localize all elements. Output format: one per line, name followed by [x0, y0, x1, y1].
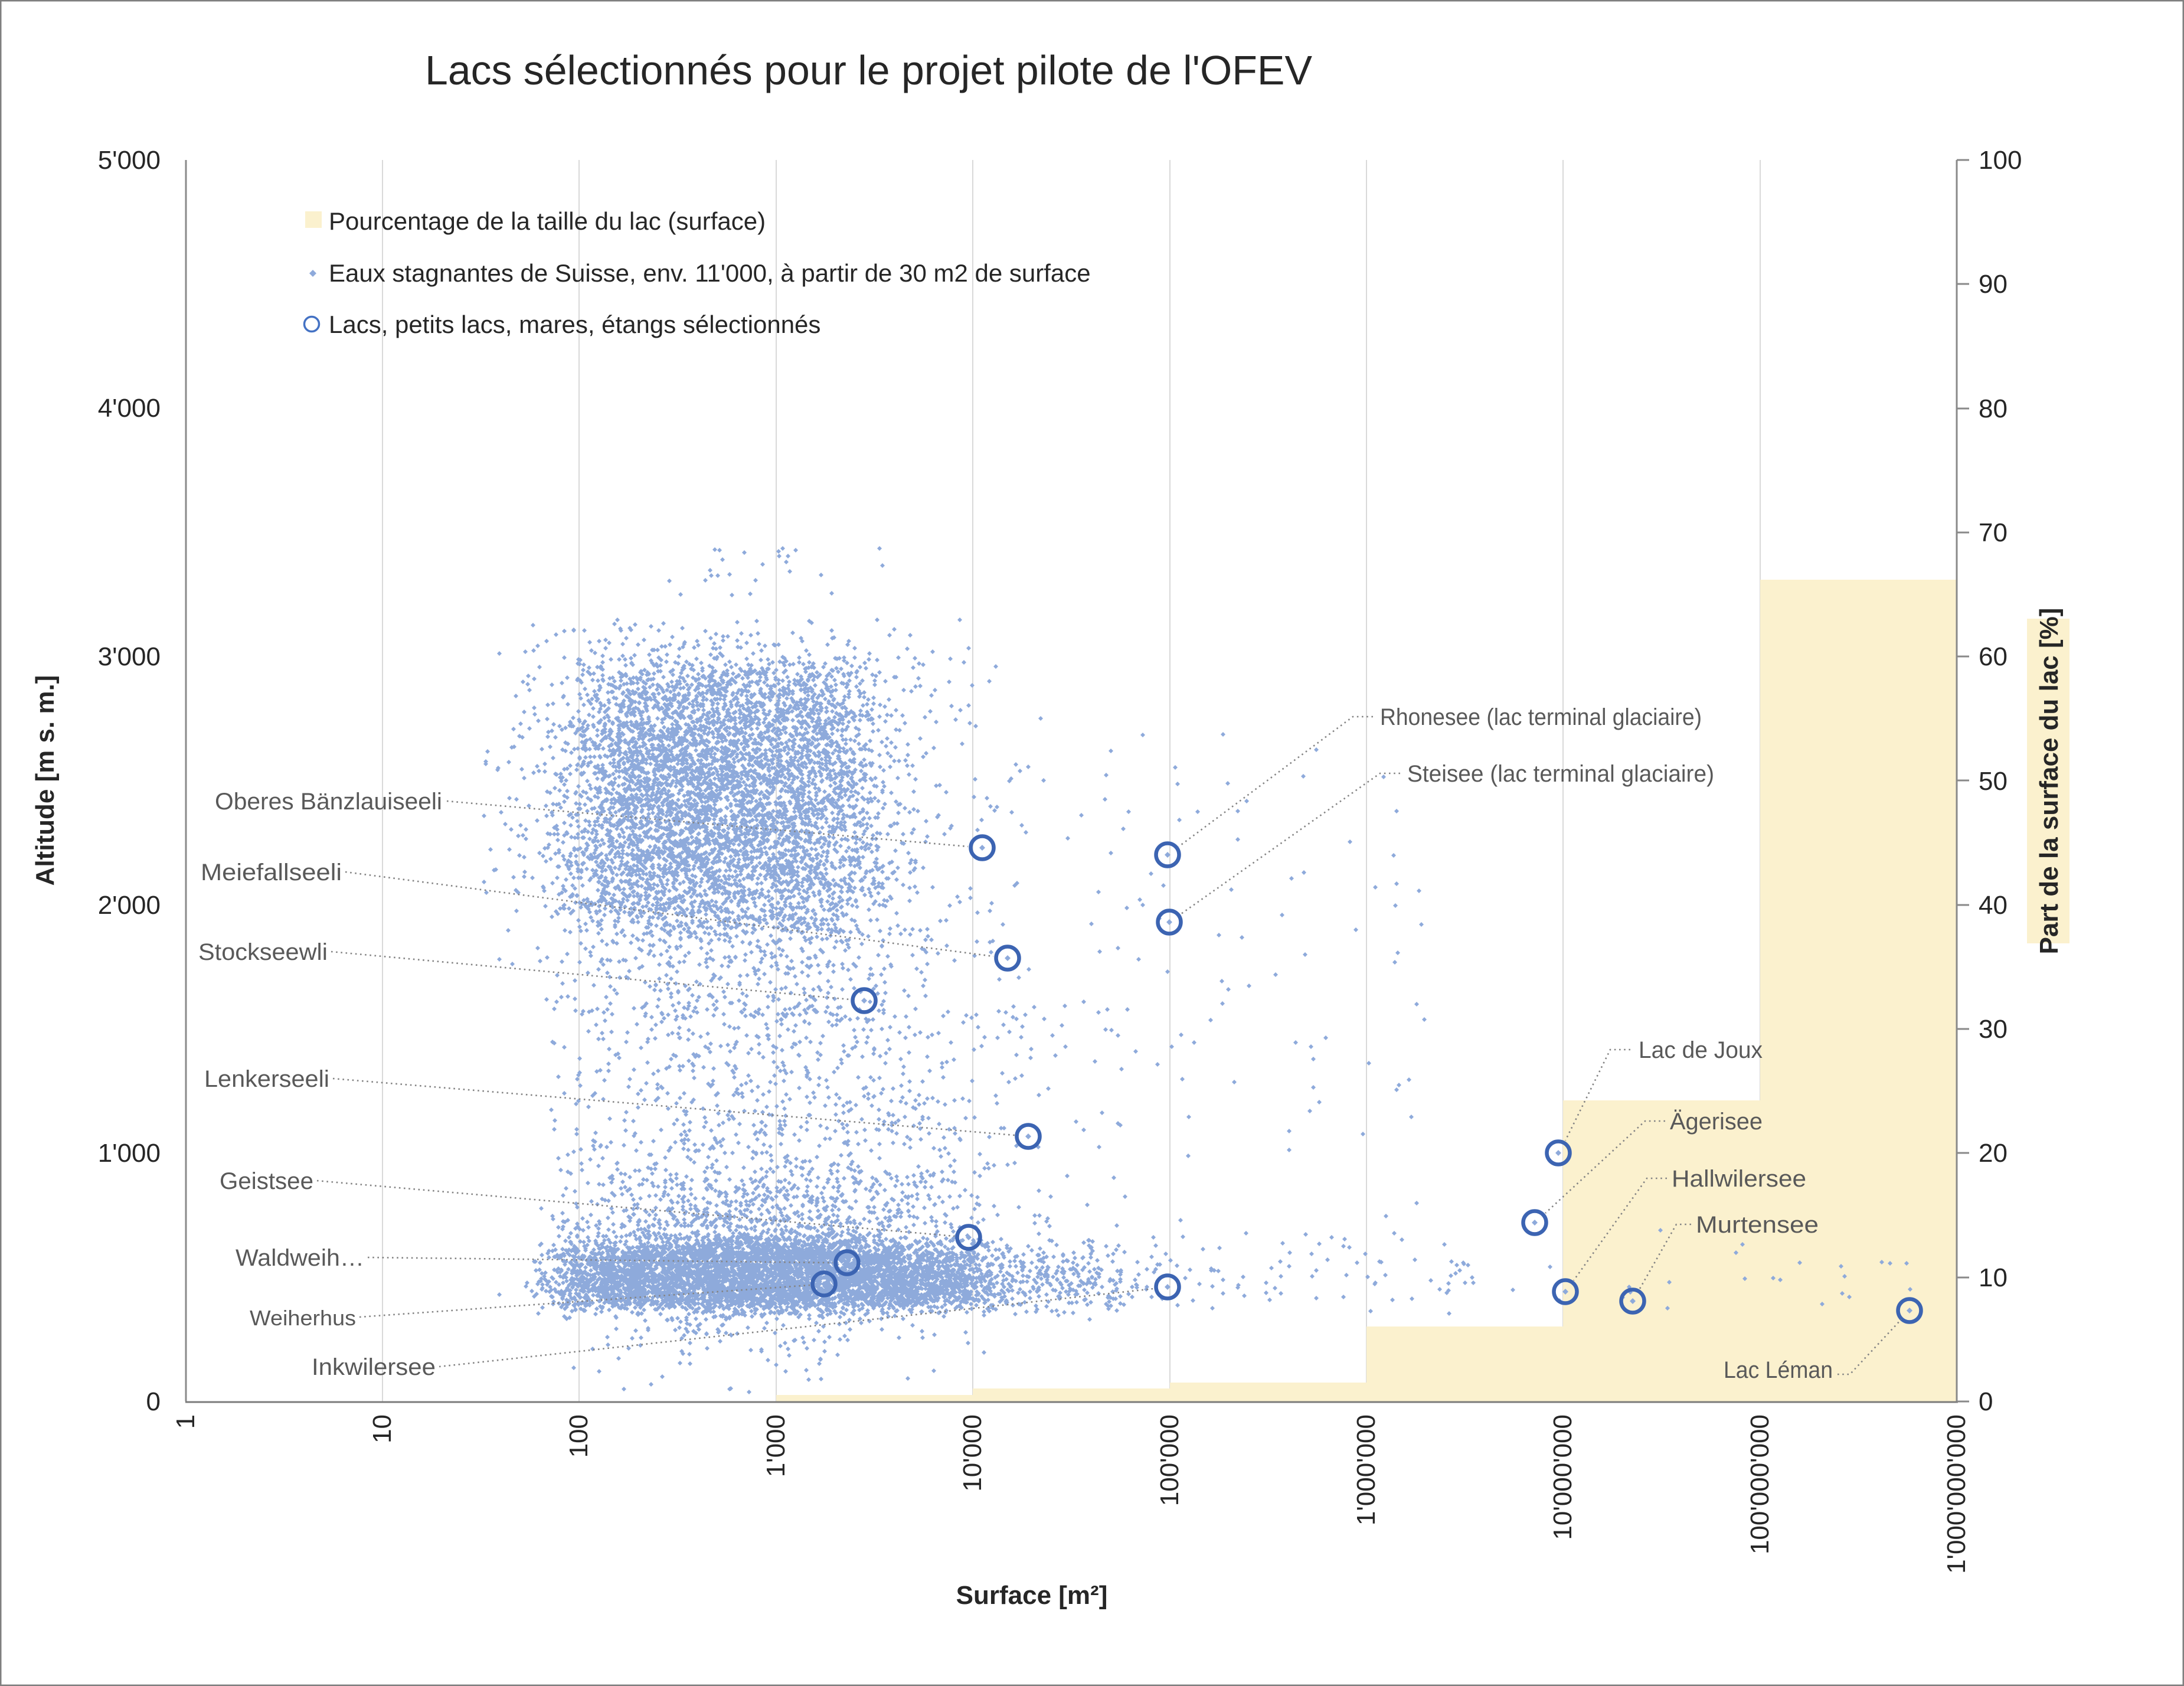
svg-text:1'000: 1'000 [98, 1139, 161, 1168]
svg-text:Ägerisee: Ägerisee [1670, 1109, 1763, 1135]
svg-text:Inkwilersee: Inkwilersee [312, 1354, 436, 1380]
svg-text:10'000'000: 10'000'000 [1548, 1414, 1577, 1540]
svg-text:0: 0 [1979, 1387, 1993, 1416]
svg-text:1'000'000: 1'000'000 [1352, 1414, 1381, 1525]
svg-text:100: 100 [564, 1414, 593, 1458]
svg-text:Lacs sélectionnés pour le proj: Lacs sélectionnés pour le projet pilote … [425, 47, 1312, 93]
svg-text:Altitude [m s. m.]: Altitude [m s. m.] [31, 675, 60, 886]
svg-text:10: 10 [368, 1414, 397, 1443]
svg-text:Surface [m²]: Surface [m²] [956, 1581, 1108, 1610]
svg-text:Stockseewli: Stockseewli [198, 939, 328, 965]
svg-text:10: 10 [1979, 1263, 2008, 1292]
svg-text:3'000: 3'000 [98, 642, 161, 671]
svg-text:Weiherhus: Weiherhus [250, 1306, 356, 1330]
svg-text:Geistsee: Geistsee [220, 1168, 313, 1194]
svg-text:1'000'000'000: 1'000'000'000 [1942, 1414, 1971, 1574]
svg-text:30: 30 [1979, 1015, 2008, 1044]
svg-text:70: 70 [1979, 518, 2008, 547]
svg-text:10'000: 10'000 [958, 1414, 987, 1492]
svg-text:90: 90 [1979, 270, 2008, 299]
svg-text:40: 40 [1979, 891, 2008, 920]
svg-text:Eaux stagnantes de Suisse, env: Eaux stagnantes de Suisse, env. 11'000, … [329, 259, 1091, 287]
svg-text:50: 50 [1979, 767, 2008, 796]
svg-text:0: 0 [146, 1387, 161, 1416]
svg-text:Lac de Joux: Lac de Joux [1639, 1037, 1763, 1063]
svg-text:Part de la surface du lac [%]: Part de la surface du lac [%] [2035, 608, 2064, 955]
svg-text:Lenkerseeli: Lenkerseeli [204, 1066, 329, 1092]
svg-text:Lacs, petits lacs, mares, étan: Lacs, petits lacs, mares, étangs sélecti… [329, 311, 820, 338]
svg-text:4'000: 4'000 [98, 394, 161, 423]
svg-text:1'000: 1'000 [761, 1414, 790, 1477]
svg-text:Pourcentage de la taille du la: Pourcentage de la taille du lac (surface… [329, 207, 766, 235]
svg-text:5'000: 5'000 [98, 146, 161, 175]
svg-text:100: 100 [1979, 146, 2022, 175]
svg-text:2'000: 2'000 [98, 891, 161, 920]
svg-text:20: 20 [1979, 1139, 2008, 1168]
svg-text:Waldweih…: Waldweih… [236, 1245, 364, 1271]
svg-text:Meiefallseeli: Meiefallseeli [201, 860, 342, 886]
svg-text:100'000'000: 100'000'000 [1745, 1414, 1774, 1554]
svg-text:60: 60 [1979, 642, 2008, 671]
svg-text:Hallwilersee: Hallwilersee [1672, 1166, 1806, 1192]
svg-text:100'000: 100'000 [1155, 1414, 1184, 1506]
svg-text:Lac Léman: Lac Léman [1724, 1357, 1833, 1383]
svg-text:Rhonesee (lac terminal glaciai: Rhonesee (lac terminal glaciaire) [1380, 704, 1702, 730]
svg-text:Murtensee: Murtensee [1696, 1212, 1819, 1238]
svg-text:Steisee (lac terminal glaciair: Steisee (lac terminal glaciaire) [1407, 761, 1714, 787]
svg-text:80: 80 [1979, 394, 2008, 423]
svg-text:Oberes Bänzlauiseeli: Oberes Bänzlauiseeli [215, 789, 442, 815]
svg-text:1: 1 [171, 1414, 200, 1429]
